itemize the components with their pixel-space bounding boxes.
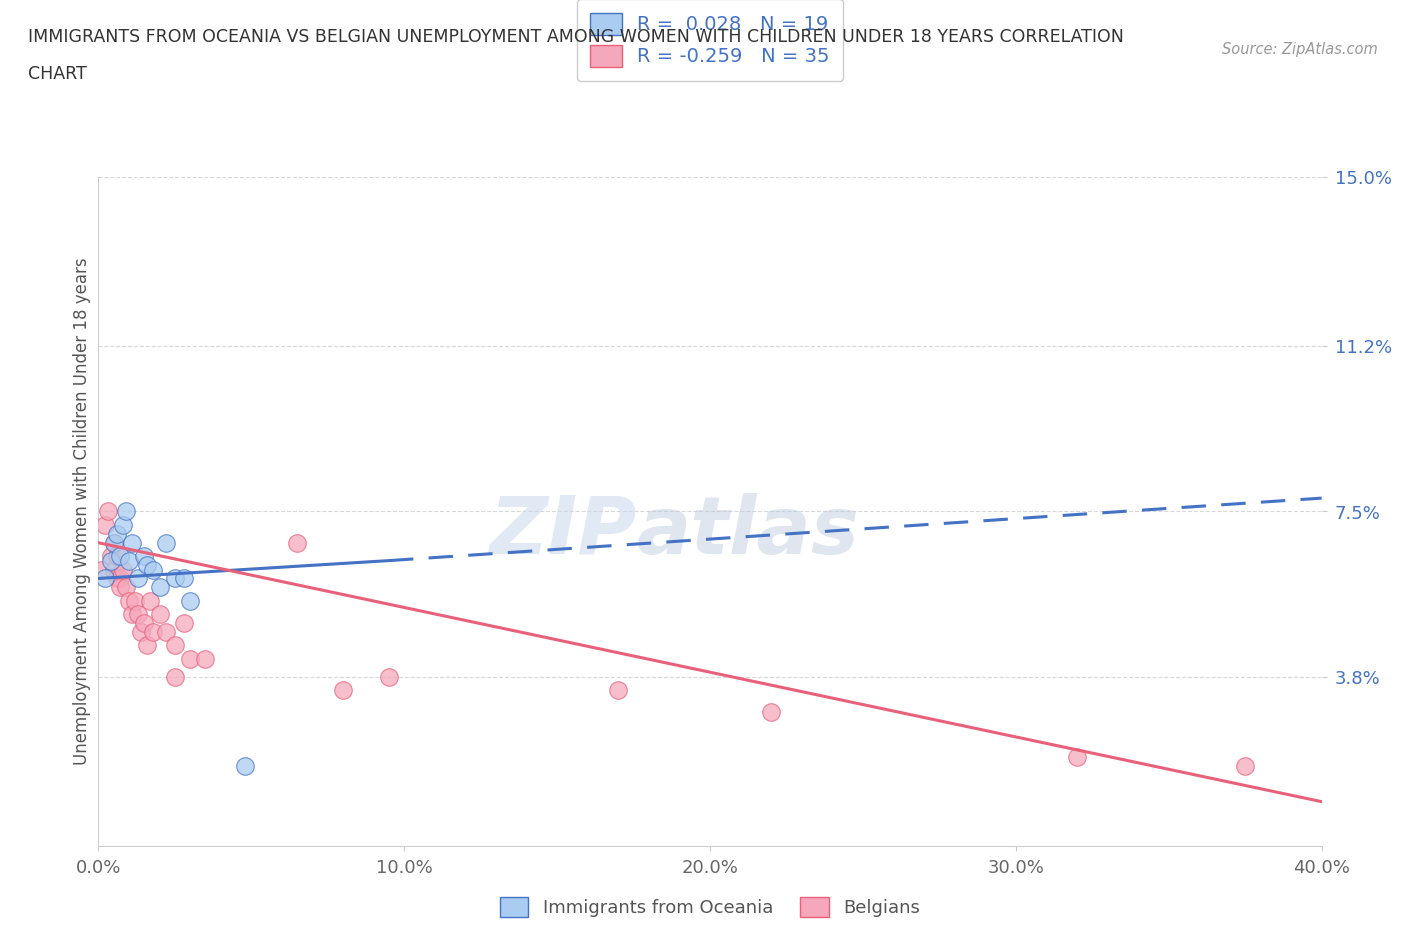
Point <box>103 562 125 577</box>
Text: Source: ZipAtlas.com: Source: ZipAtlas.com <box>1222 42 1378 57</box>
Point <box>163 670 186 684</box>
Point <box>163 638 186 653</box>
Text: atlas: atlas <box>637 493 859 571</box>
Point <box>173 616 195 631</box>
Point <box>129 625 152 640</box>
Point <box>233 759 256 774</box>
Point <box>118 553 141 568</box>
Point <box>179 651 201 666</box>
Point <box>1066 750 1088 764</box>
Point <box>149 580 172 595</box>
Point <box>136 558 159 573</box>
Point <box>155 625 177 640</box>
Y-axis label: Unemployment Among Women with Children Under 18 years: Unemployment Among Women with Children U… <box>73 258 91 765</box>
Point <box>111 517 134 532</box>
Point <box>378 670 401 684</box>
Point <box>105 526 128 541</box>
Point <box>100 549 122 564</box>
Point <box>139 593 162 608</box>
Point <box>103 536 125 551</box>
Text: CHART: CHART <box>28 65 87 83</box>
Point <box>127 606 149 621</box>
Point <box>1234 759 1257 774</box>
Point <box>759 705 782 720</box>
Point <box>194 651 217 666</box>
Point <box>115 580 138 595</box>
Point <box>105 571 128 586</box>
Point <box>285 536 308 551</box>
Point <box>97 504 120 519</box>
Point <box>118 593 141 608</box>
Text: IMMIGRANTS FROM OCEANIA VS BELGIAN UNEMPLOYMENT AMONG WOMEN WITH CHILDREN UNDER : IMMIGRANTS FROM OCEANIA VS BELGIAN UNEMP… <box>28 28 1123 46</box>
Text: ZIP: ZIP <box>489 493 637 571</box>
Point <box>103 536 125 551</box>
Point <box>121 606 143 621</box>
Point <box>90 562 112 577</box>
Point <box>93 571 115 586</box>
Point <box>149 606 172 621</box>
Point <box>179 593 201 608</box>
Point <box>100 553 122 568</box>
Point <box>332 683 354 698</box>
Point <box>127 571 149 586</box>
Point <box>108 580 131 595</box>
Point <box>142 625 165 640</box>
Point <box>155 536 177 551</box>
Point <box>115 504 138 519</box>
Legend: Immigrants from Oceania, Belgians: Immigrants from Oceania, Belgians <box>492 890 928 924</box>
Point <box>134 616 156 631</box>
Point <box>173 571 195 586</box>
Point <box>121 536 143 551</box>
Point <box>134 549 156 564</box>
Point <box>108 549 131 564</box>
Point <box>105 549 128 564</box>
Point <box>163 571 186 586</box>
Point <box>93 517 115 532</box>
Point <box>136 638 159 653</box>
Point <box>111 562 134 577</box>
Point <box>607 683 630 698</box>
Point <box>108 571 131 586</box>
Point <box>124 593 146 608</box>
Point <box>142 562 165 577</box>
